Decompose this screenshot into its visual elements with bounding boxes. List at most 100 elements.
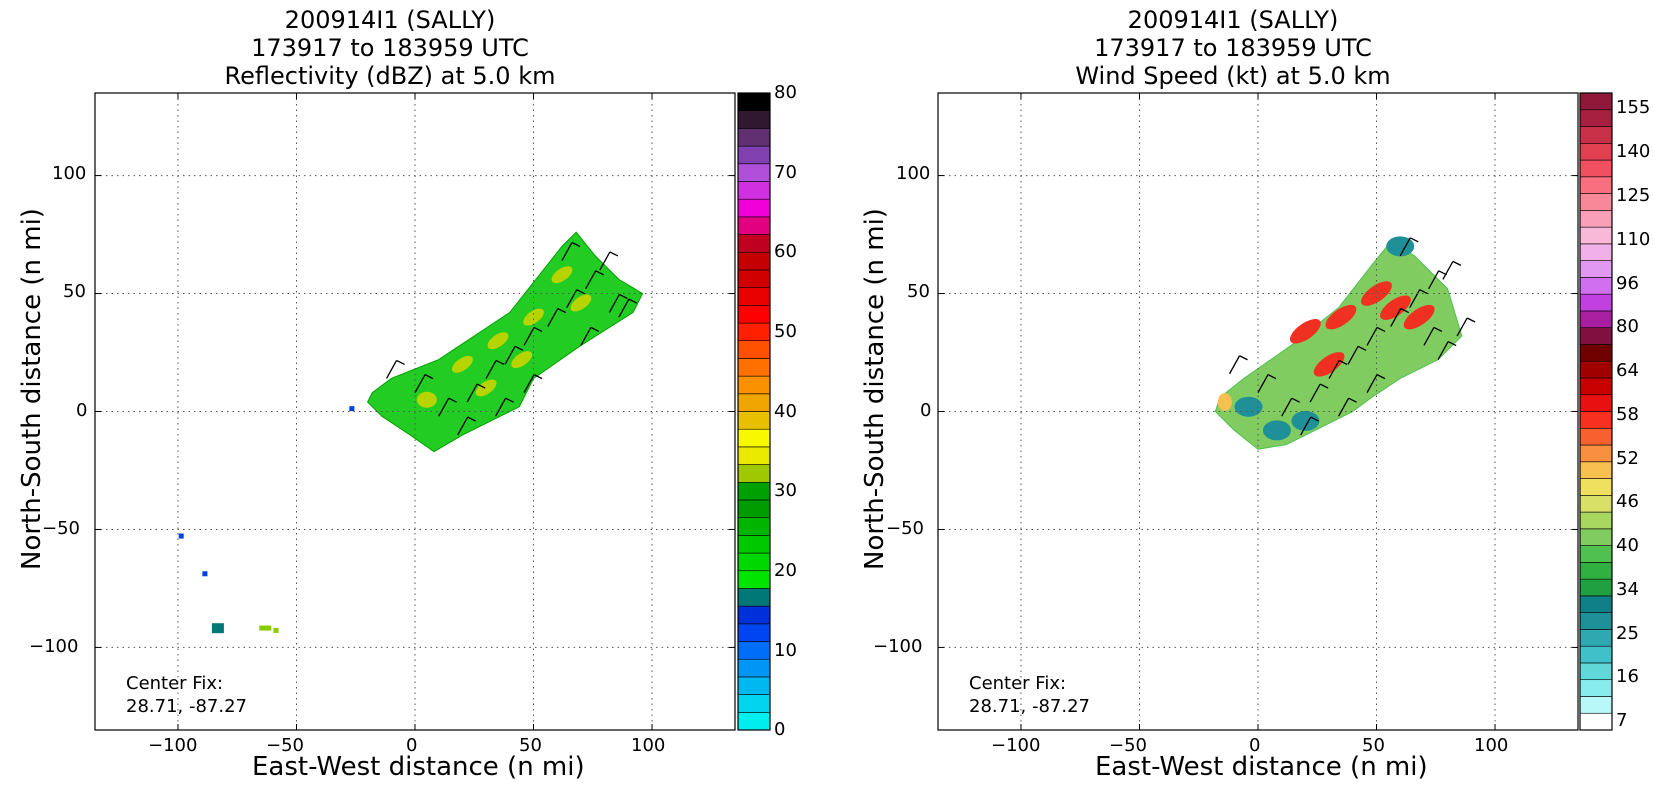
wind-barb (1409, 289, 1421, 309)
panel-title-line3: Reflectivity (dBZ) at 5.0 km (224, 62, 556, 90)
colorbar-tick-label: 7 (1616, 710, 1628, 731)
colorbar-segment (1579, 159, 1613, 178)
wind-barb-feather (467, 416, 476, 422)
colorbar-segment (737, 393, 771, 412)
reflectivity-cell (523, 308, 544, 326)
colorbar-segment (1579, 226, 1613, 245)
wind-barb-feather (495, 359, 505, 366)
colorbar-segment (1579, 629, 1613, 647)
colorbar-tick-label: 16 (1616, 666, 1639, 687)
colorbar-segment (1579, 662, 1613, 681)
wind-barb (585, 270, 597, 290)
colorbar-segment (1579, 612, 1613, 630)
panel-title-line2: 173917 to 183959 UTC (1094, 34, 1372, 62)
colorbar-segment (737, 216, 771, 235)
panel-title-line3: Wind Speed (kt) at 5.0 km (1075, 62, 1391, 90)
colorbar-segment (737, 694, 771, 713)
y-tick-label: −100 (29, 636, 79, 657)
wind-barb (1328, 360, 1340, 379)
wind-barb-feather (1310, 416, 1319, 422)
wind-max-area (1361, 281, 1392, 306)
wind-barb (1338, 397, 1350, 417)
colorbar-segment (737, 340, 771, 359)
colorbar-tick-label: 0 (774, 719, 786, 740)
wind-barb (1257, 374, 1269, 393)
wind-barb (561, 242, 573, 261)
colorbar-segment (737, 712, 771, 731)
isolated-echo (202, 571, 208, 577)
wind-barb (1399, 237, 1411, 257)
wind-barb-feather (1400, 307, 1410, 314)
colorbar-tick-label: 10 (774, 640, 797, 661)
colorbar-segment (737, 287, 771, 306)
wind-barb-feather (1452, 260, 1462, 266)
wind-barb-feather (609, 251, 619, 257)
isolated-echo (211, 623, 224, 634)
colorbar-segment (737, 535, 771, 554)
colorbar-segment (1579, 645, 1613, 664)
colorbar-tick-label: 30 (774, 480, 797, 501)
colorbar-segment (737, 145, 771, 165)
isolated-echo (349, 406, 355, 412)
colorbar-segment (737, 198, 771, 218)
wind-barb (1456, 317, 1468, 337)
x-tick-label: 100 (631, 735, 666, 756)
reflectivity-cell (487, 332, 509, 350)
x-axis-label-left: East-West distance (n mi) (252, 752, 585, 782)
y-tick-label: 50 (63, 281, 86, 302)
colorbar-segment (1579, 595, 1613, 613)
colorbar-segment (737, 128, 771, 147)
colorbar-segment (1579, 92, 1613, 111)
wind-barb-feather (533, 374, 543, 380)
colorbar-segment (737, 588, 771, 607)
x-axis-label-right: East-West distance (n mi) (1095, 752, 1428, 782)
wind-barb (1309, 383, 1321, 403)
wind-barb-feather (1409, 237, 1419, 243)
colorbar-tick-label: 40 (774, 401, 797, 422)
x-tick-label: −100 (991, 735, 1041, 756)
x-tick-label: −100 (148, 735, 198, 756)
y-tick-label: −50 (42, 518, 80, 539)
center-fix-label: Center Fix: (126, 673, 224, 694)
colorbar-tick-label: 80 (1616, 316, 1639, 337)
colorbar-segment (737, 446, 771, 465)
colorbar-tick-label: 110 (1616, 229, 1651, 250)
colorbar-segment (1579, 444, 1613, 463)
wind-barb (523, 374, 535, 393)
wind-barb-feather (1433, 326, 1443, 333)
panel-title-line2: 173917 to 183959 UTC (251, 34, 529, 62)
colorbar-tick-label: 40 (1616, 535, 1639, 556)
wind-barb-feather (424, 374, 434, 380)
y-tick-label: 100 (52, 163, 87, 184)
wind-barb-feather (557, 307, 567, 314)
wind-barb-feather (514, 345, 524, 351)
colorbar-segment (1579, 495, 1613, 513)
wind-barb (457, 416, 469, 436)
wind-barb (599, 251, 611, 271)
reflectivity-cell (570, 294, 592, 312)
colorbar-segment (1579, 310, 1613, 328)
colorbar-segment (737, 676, 771, 695)
colorbar-segment (1579, 394, 1613, 412)
wind-barb (1281, 397, 1293, 417)
wind-barb-feather (1348, 397, 1357, 403)
colorbar-segment (1579, 411, 1613, 429)
y-tick-label: 0 (920, 400, 932, 421)
wind-barb-feather (533, 326, 543, 333)
wind-barb (1442, 261, 1454, 280)
colorbar-segment (1579, 260, 1613, 278)
y-tick-label: −50 (886, 518, 924, 539)
y-tick-label: 0 (76, 400, 88, 421)
wind-barb (566, 289, 578, 309)
wind-barb-feather (1357, 345, 1367, 351)
wind-barb (1423, 327, 1435, 346)
wind-barb (1366, 327, 1378, 346)
wind-barb-feather (1419, 289, 1428, 295)
wind-barb-feather (1338, 359, 1348, 366)
colorbar-segment (1579, 344, 1613, 362)
wind-min-area (1386, 236, 1415, 257)
colorbar-segment (1579, 511, 1613, 530)
colorbar-segment (1579, 712, 1613, 731)
panel-title-line1: 200914I1 (SALLY) (1127, 6, 1339, 34)
colorbar-tick-label: 80 (774, 82, 797, 103)
